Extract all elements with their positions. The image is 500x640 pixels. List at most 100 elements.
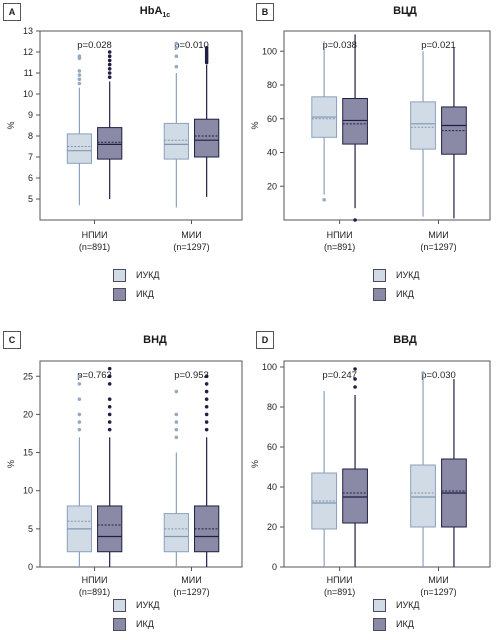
outlier-point	[107, 374, 112, 379]
legend-item-ikd: ИКД	[113, 617, 154, 631]
y-tick-label: 9	[28, 110, 33, 120]
box-plot: 0 5 10 15 20 25% НПИИ (n=891) p=0.763 МИИ (n=1297)…	[6, 360, 243, 597]
x-tick-label: НПИИ	[82, 575, 108, 585]
y-tick-label: 20	[267, 522, 277, 532]
box-iqr	[163, 513, 189, 553]
x-tick-sublabel: (n=1297)	[173, 242, 209, 252]
y-tick-label: 100	[262, 362, 277, 372]
box-iqr	[194, 118, 220, 158]
x-tick-sublabel: (n=1297)	[420, 587, 456, 597]
outlier-point	[77, 54, 82, 58]
outlier-point	[174, 412, 179, 417]
p-value-label: p=0.247	[322, 370, 357, 381]
x-tick-sublabel: (n=891)	[324, 587, 355, 597]
outlier-point	[174, 427, 179, 432]
outlier-point	[204, 382, 209, 386]
x-tick-sublabel: (n=891)	[79, 587, 110, 597]
outlier-point	[107, 412, 112, 417]
y-tick-label: 60	[267, 442, 277, 452]
panel-d: D ВВД 0 20 40 60 80 100% НПИИ (n=891) p=0.247 МИИ…	[250, 320, 500, 640]
outlier-point	[204, 404, 209, 409]
outlier-point	[107, 382, 112, 386]
x-tick-label: МИИ	[428, 575, 448, 585]
outlier-point	[77, 382, 82, 386]
panel-a: A HbA1c 5 6 7 8 9 10 11 12 13% НПИИ (n=891) p=0.028…	[0, 0, 250, 320]
x-tick-label: НПИИ	[327, 230, 353, 240]
outlier-point	[204, 397, 209, 401]
outlier-point	[174, 435, 179, 440]
x-tick-label: МИИ	[428, 230, 448, 240]
x-tick-label: НПИИ	[82, 230, 108, 240]
outlier-point	[107, 397, 112, 401]
legend-label: ИКД	[136, 619, 154, 629]
outlier-point	[77, 374, 82, 379]
outlier-point	[107, 54, 112, 58]
legend-item-iukd: ИУКД	[373, 598, 420, 612]
box-iqr	[410, 101, 436, 150]
outlier-point	[107, 62, 112, 67]
outlier-point	[107, 50, 112, 54]
panel-letter: B	[256, 3, 274, 21]
title-main: ВНД	[143, 334, 167, 346]
legend-swatch-ikd	[373, 287, 386, 301]
outlier-point	[421, 371, 425, 375]
box-iqr	[342, 98, 368, 145]
legend-swatch-ikd	[113, 287, 126, 301]
legend-label: ИКД	[396, 619, 414, 629]
p-value-label: p=0.021	[421, 40, 456, 51]
outlier-point	[174, 54, 179, 58]
y-tick-label: 5	[28, 194, 33, 204]
legend-item-iukd: ИУКД	[113, 598, 160, 612]
box-iqr	[342, 468, 368, 524]
outlier-point	[107, 71, 112, 75]
x-tick-sublabel: (n=1297)	[173, 587, 209, 597]
legend-label: ИКД	[136, 289, 154, 299]
legend-item-ikd: ИКД	[373, 617, 414, 631]
box-plot: 5 6 7 8 9 10 11 12 13% НПИИ (n=891) p=0.028 МИИ (n=12…	[6, 26, 243, 252]
y-axis-label: %	[250, 460, 260, 468]
y-tick-label: 0	[28, 562, 33, 572]
p-value-label: p=0.010	[174, 40, 209, 51]
title-subscript: 1c	[162, 12, 171, 20]
y-tick-label: 5	[28, 524, 33, 534]
outlier-point	[174, 64, 179, 69]
y-tick-label: 13	[23, 26, 33, 36]
outlier-point	[204, 389, 209, 394]
y-tick-label: 10	[23, 486, 33, 496]
box-iqr	[97, 505, 123, 553]
outlier-point	[353, 385, 357, 389]
p-value-label: p=0.030	[421, 370, 456, 381]
y-tick-label: 80	[267, 80, 277, 90]
plot-frame	[283, 360, 491, 568]
outlier-point	[174, 46, 179, 50]
p-value-label: p=0.038	[322, 40, 357, 51]
box-iqr	[163, 122, 189, 160]
outlier-point	[77, 77, 82, 82]
box-plot: 20 40 60 80 100% НПИИ (n=891) p=0.038 МИИ (n=1297…	[250, 30, 491, 252]
panel-c: C ВНД 0 5 10 15 20 25% НПИИ (n=891) p=0.763 МИИ (n…	[0, 320, 250, 640]
plot-frame	[39, 30, 243, 221]
outlier-point	[107, 58, 112, 63]
panel-letter: C	[3, 331, 21, 349]
y-tick-label: 100	[262, 46, 277, 56]
p-value-label: p=0.028	[77, 40, 112, 51]
outlier-point	[107, 420, 112, 424]
legend-label: ИУКД	[396, 270, 420, 280]
legend-label: ИУКД	[136, 270, 160, 280]
title-main: ВЦД	[393, 5, 417, 17]
panel-letter: D	[256, 331, 274, 349]
outlier-point	[322, 197, 326, 202]
outlier-point	[174, 389, 179, 394]
box-iqr	[410, 464, 436, 528]
outlier-point	[204, 427, 209, 432]
panel-title: ВЦД	[310, 5, 500, 17]
y-tick-label: 40	[267, 482, 277, 492]
legend-item-ikd: ИКД	[373, 287, 414, 301]
x-tick-sublabel: (n=891)	[79, 242, 110, 252]
y-tick-label: 12	[23, 47, 33, 57]
panel-letter: A	[3, 3, 21, 21]
p-value-label: p=0.953	[174, 370, 209, 381]
legend-swatch-iukd	[113, 598, 126, 612]
legend-label: ИКД	[396, 289, 414, 299]
y-tick-label: 10	[23, 89, 33, 99]
